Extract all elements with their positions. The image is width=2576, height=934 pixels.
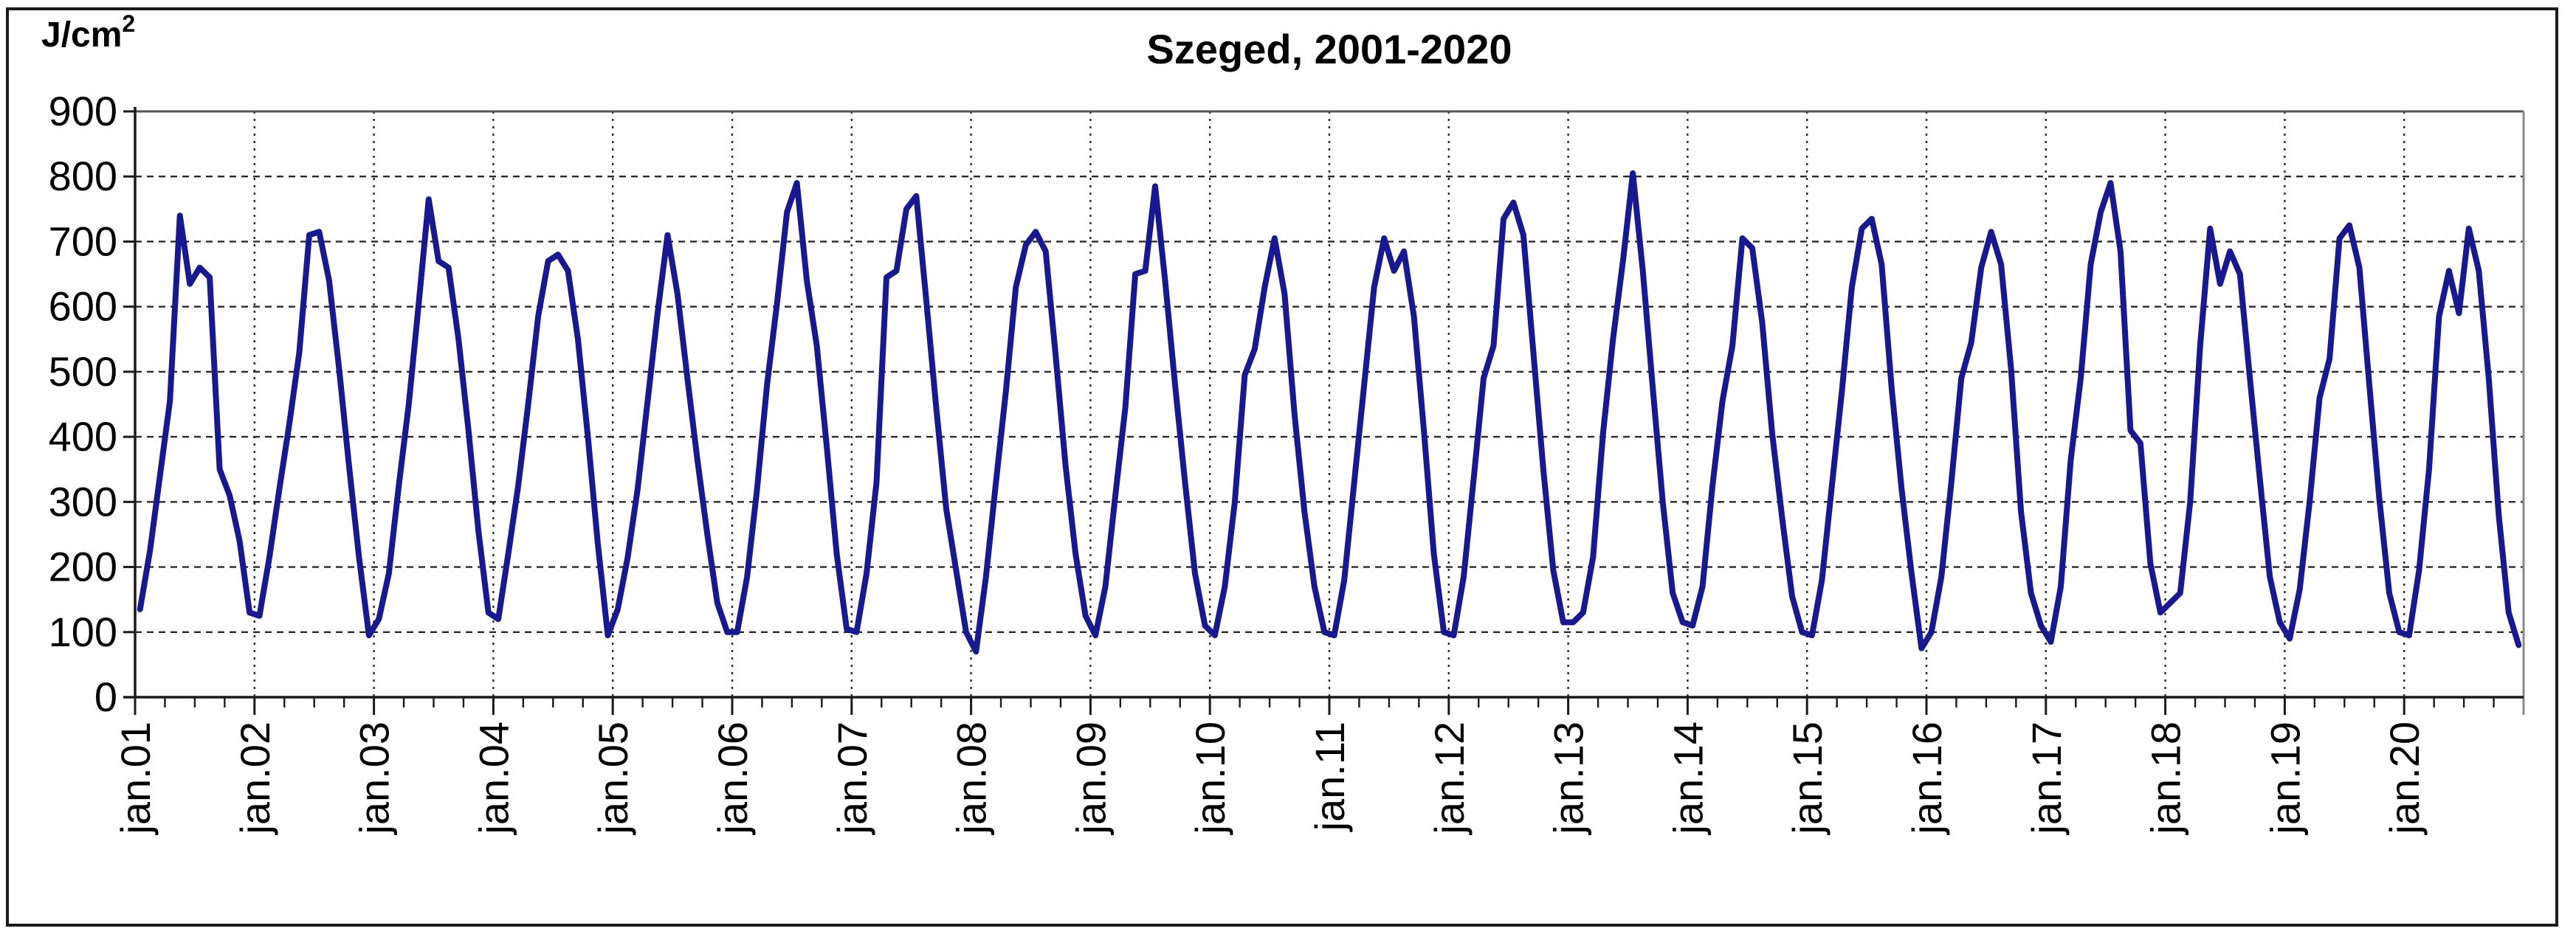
x-axis-tick-label: jan.19 [2262, 722, 2308, 836]
x-axis-tick-label: jan.08 [948, 722, 995, 836]
y-axis-tick-label: 600 [49, 283, 117, 330]
y-axis-tick-label: 100 [49, 609, 117, 655]
x-axis-tick-label: jan.03 [351, 722, 398, 836]
y-axis-tick-label: 200 [49, 544, 117, 590]
x-axis-tick-label: jan.11 [1306, 722, 1353, 832]
x-axis-tick-label: jan.10 [1187, 722, 1233, 836]
y-axis-tick-label: 0 [94, 674, 117, 720]
x-axis-tick-label: jan.16 [1904, 722, 1950, 836]
radiation-data-line [137, 170, 2522, 655]
y-axis-tick-label: 400 [49, 413, 117, 460]
x-axis-tick-label: jan.18 [2143, 722, 2189, 836]
x-axis-tick-label: jan.06 [709, 722, 756, 836]
y-axis-tick-label: 800 [49, 153, 117, 199]
y-axis-unit-superscript: 2 [122, 10, 136, 37]
y-axis-tick-label: 900 [49, 88, 117, 134]
x-axis-tick-label: jan.12 [1426, 722, 1473, 836]
y-axis-tick-label: 700 [49, 218, 117, 264]
x-axis-tick-label: jan.09 [1067, 722, 1114, 836]
x-axis-tick-label: jan.01 [112, 722, 159, 836]
y-axis-unit-label: J/cm2 [41, 10, 135, 55]
x-axis-tick-label: jan.15 [1784, 722, 1831, 836]
x-axis-tick-label: jan.02 [232, 722, 278, 836]
x-axis-tick-label: jan.13 [1546, 722, 1592, 836]
figure-border [6, 7, 2558, 927]
x-axis-tick-label: jan.14 [1664, 722, 1711, 836]
x-axis-tick-label: jan.20 [2381, 722, 2428, 836]
y-axis-tick-label: 500 [49, 348, 117, 395]
chart-title: Szeged, 2001-2020 [1146, 26, 1512, 72]
y-axis-tick-label: 300 [49, 478, 117, 525]
x-axis-tick-label: jan.17 [2023, 722, 2070, 836]
x-axis-tick-label: jan.04 [470, 722, 517, 836]
x-axis-tick-label: jan.07 [829, 722, 875, 836]
y-axis-unit-text: J/cm [41, 15, 123, 55]
x-axis-tick-label: jan.05 [590, 722, 636, 836]
